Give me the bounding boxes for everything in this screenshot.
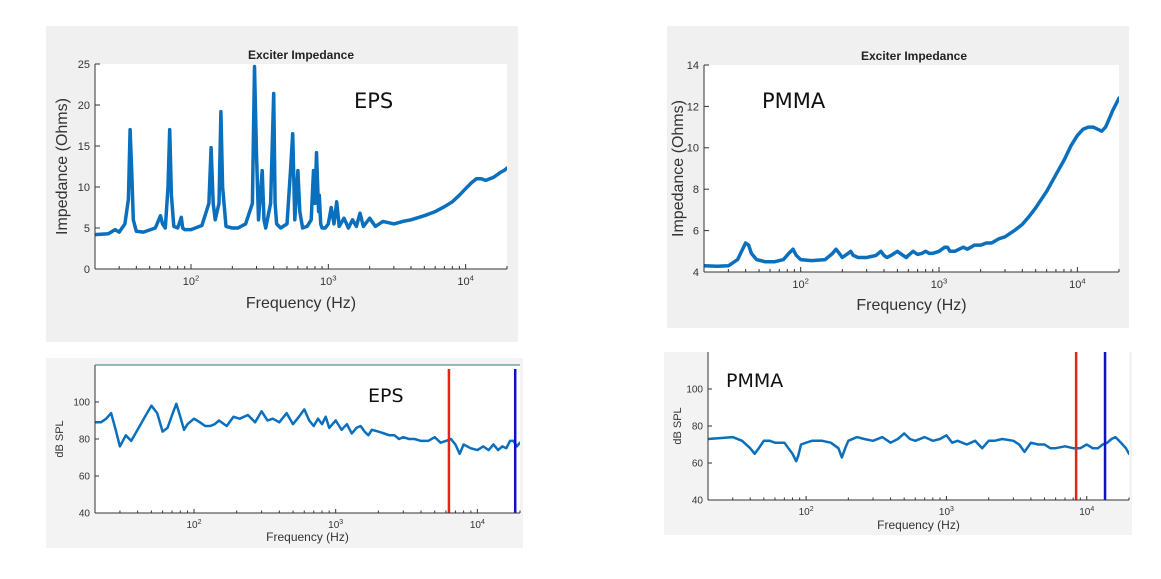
x-tick-label: 104 [1069,277,1086,291]
y-tick-label: 10 [687,143,699,155]
x-axis-label: Frequency (Hz) [266,530,349,544]
y-tick-label: 4 [693,267,699,279]
x-axis-label: Frequency (Hz) [856,297,966,314]
y-tick-label: 15 [78,141,90,153]
pmma-spl-chart: 40 60 80 100 102 103 104 Frequency (Hz) dB SPL PM… [672,352,1130,532]
y-tick-label: 100 [73,398,90,409]
x-axis-label: Frequency (Hz) [877,518,960,532]
y-tick-label: 8 [693,184,699,196]
y-axis-label: dB SPL [54,420,66,457]
x-tick-label: 103 [328,519,343,531]
pmma-impedance-chart: 4 6 8 10 12 14 102 103 104 Exciter Impedance Frequ… [670,49,1120,314]
y-tick-label: 14 [687,60,699,72]
y-tick-label: 40 [79,509,91,520]
series-line [95,64,507,237]
x-tick-label: 103 [320,274,337,288]
y-axis-label: Impedance (Ohms) [670,100,687,237]
y-tick-label: 10 [78,182,90,194]
y-axis-label: Impedance (Ohms) [54,98,71,235]
x-tick-label: 102 [792,277,809,291]
plot-area [704,65,1119,272]
material-annotation: PMMA [726,370,783,392]
x-tick-label: 104 [1079,506,1094,518]
plot-area [95,365,520,513]
x-tick-label: 103 [931,277,948,291]
eps-spl-chart: 40 60 80 100 102 103 104 Frequency (Hz) dB SPL EP… [54,364,521,544]
y-tick-label: 80 [79,435,91,446]
y-tick-label: 6 [693,225,699,237]
y-tick-label: 0 [84,264,90,276]
chart-title: Exciter Impedance [248,48,354,62]
y-tick-label: 5 [84,223,90,235]
plot-area [95,64,507,269]
series-line [95,402,520,456]
eps-impedance-panel: 0 5 10 15 20 25 102 103 104 Exciter Impedance Freq… [46,26,518,342]
series-line [708,432,1129,463]
plot-area [708,352,1129,500]
x-axis-label: Frequency (Hz) [246,295,356,312]
y-tick-label: 40 [692,496,704,507]
y-tick-label: 60 [692,459,704,470]
pmma-impedance-panel: 4 6 8 10 12 14 102 103 104 Exciter Impedance Frequ… [667,26,1129,328]
series-line [704,96,1119,268]
y-tick-label: 100 [686,385,703,396]
y-tick-label: 60 [79,472,91,483]
y-tick-label: 12 [687,101,699,113]
x-tick-label: 104 [457,274,474,288]
x-tick-label: 104 [470,519,485,531]
chart-title: Exciter Impedance [861,49,967,63]
material-annotation: PMMA [762,89,826,113]
y-tick-label: 25 [78,59,90,71]
material-annotation: EPS [368,385,404,407]
y-axis-label: dB SPL [672,407,684,444]
x-tick-label: 102 [187,519,202,531]
pmma-spl-panel: 40 60 80 100 102 103 104 Frequency (Hz) dB SPL PM… [664,352,1132,535]
x-tick-label: 102 [183,274,200,288]
eps-impedance-chart: 0 5 10 15 20 25 102 103 104 Exciter Impedance Freq… [54,48,508,312]
x-tick-label: 103 [939,506,954,518]
material-annotation: EPS [354,89,393,113]
y-tick-label: 80 [692,422,704,433]
y-tick-label: 20 [78,100,90,112]
eps-spl-panel: 40 60 80 100 102 103 104 Frequency (Hz) dB SPL EP… [46,358,523,548]
x-tick-label: 102 [799,506,814,518]
